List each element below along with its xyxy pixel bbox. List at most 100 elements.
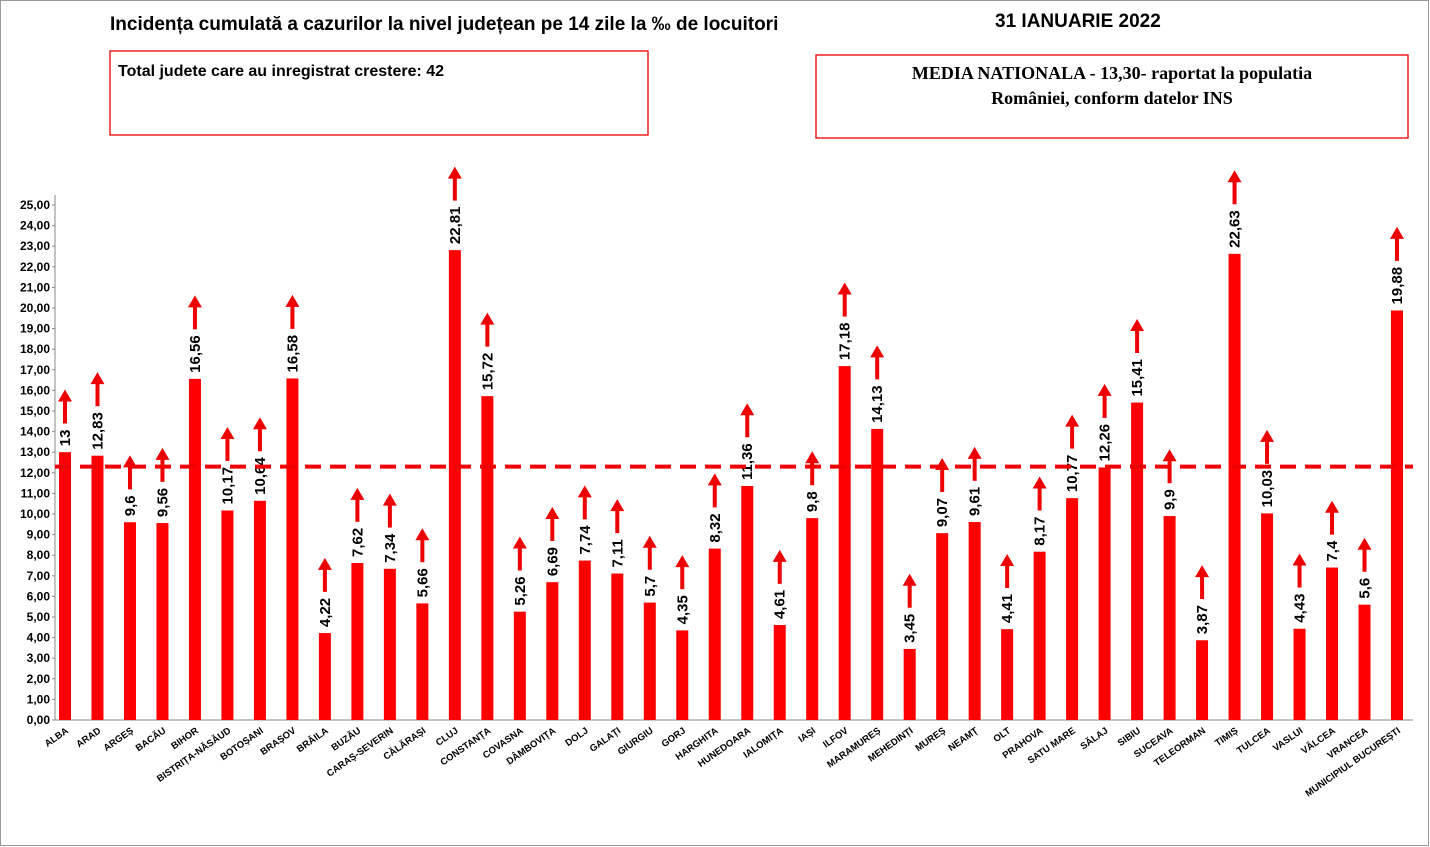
value-label: 6,69 (544, 547, 561, 576)
arrow-head (707, 473, 722, 486)
value-label: 10,17 (219, 467, 236, 505)
arrow-head (122, 455, 137, 468)
value-label: 9,8 (804, 491, 821, 512)
arrow-head (902, 573, 917, 586)
value-label: 5,7 (642, 576, 659, 597)
note-box (109, 50, 649, 136)
bar (611, 573, 624, 720)
value-label: 15,41 (1129, 359, 1146, 397)
arrow-head (317, 557, 332, 570)
bar (708, 548, 721, 720)
bar (643, 602, 656, 720)
arrow-head (187, 295, 202, 308)
arrow-head (1130, 319, 1145, 332)
value-label: 10,64 (252, 457, 269, 495)
arrow-head (545, 506, 560, 519)
arrow-head (642, 535, 657, 548)
arrow-head (870, 345, 885, 358)
value-label: 5,66 (414, 568, 431, 597)
y-tick-label: 19,00 (20, 322, 50, 336)
y-tick-label: 13,00 (20, 445, 50, 459)
note: Total judete care au inregistrat crester… (118, 63, 444, 80)
y-tick-label: 16,00 (20, 383, 50, 397)
y-tick-label: 12,00 (20, 466, 50, 480)
arrow-head (772, 549, 787, 562)
y-tick-label: 8,00 (27, 548, 51, 562)
value-label: 4,43 (1292, 594, 1309, 623)
average-note: României, conform datelor INS (991, 88, 1233, 108)
arrow-head (577, 485, 592, 498)
value-label: 15,72 (479, 353, 496, 391)
bar (188, 378, 201, 720)
bar (871, 428, 884, 720)
y-tick-label: 14,00 (20, 425, 50, 439)
y-tick-label: 7,00 (27, 569, 51, 583)
y-tick-label: 1,00 (27, 692, 51, 706)
value-label: 10,77 (1064, 455, 1081, 493)
bar (1066, 498, 1079, 720)
y-tick-label: 10,00 (20, 507, 50, 521)
value-label: 9,61 (967, 487, 984, 516)
value-label: 16,56 (187, 335, 204, 373)
bar (416, 603, 429, 720)
bar (513, 611, 526, 720)
bar (59, 452, 71, 720)
bar (578, 560, 591, 720)
arrow-head (740, 403, 755, 416)
value-label: 9,9 (1162, 489, 1179, 510)
arrow-head (382, 493, 397, 506)
value-label: 8,32 (707, 513, 724, 542)
bar (448, 250, 461, 720)
bar (1131, 402, 1144, 720)
arrow-head (90, 372, 105, 385)
bar (383, 568, 396, 720)
value-label: 7,34 (382, 533, 399, 563)
bar (1391, 310, 1403, 720)
bar (91, 455, 104, 720)
value-label: 4,41 (999, 594, 1016, 623)
y-tick-label: 11,00 (21, 486, 51, 500)
arrow-head (610, 499, 625, 512)
arrow-head (1390, 226, 1404, 239)
value-label: 4,35 (674, 595, 691, 624)
arrow-head (1325, 500, 1340, 513)
average-box (815, 54, 1409, 139)
bar (968, 522, 981, 720)
arrow-head (1032, 476, 1047, 489)
bar (253, 500, 266, 720)
value-label: 9,07 (934, 498, 951, 527)
value-label: 5,6 (1357, 578, 1374, 599)
arrow-head (675, 555, 690, 568)
arrow-head (1162, 449, 1177, 462)
chart-title: Incidența cumulată a cazurilor la nivel … (110, 14, 778, 35)
y-tick-label: 24,00 (20, 219, 50, 233)
arrow-head (1227, 170, 1242, 183)
bar (318, 633, 331, 720)
value-label: 4,61 (772, 590, 789, 619)
bar (773, 625, 786, 720)
y-tick-label: 5,00 (27, 610, 51, 624)
bar (156, 523, 169, 720)
value-label: 12,83 (89, 412, 106, 450)
value-label: 5,26 (512, 576, 529, 605)
arrow-head (155, 447, 170, 460)
y-tick-label: 2,00 (27, 672, 51, 686)
y-tick-label: 23,00 (20, 239, 50, 253)
arrow-head (805, 451, 820, 464)
bar (1228, 253, 1241, 720)
bar (676, 630, 689, 720)
value-label: 7,74 (577, 525, 594, 555)
arrow-head (350, 487, 365, 500)
bar (936, 533, 949, 720)
bar (838, 366, 851, 720)
bar (123, 522, 136, 720)
arrow-head (220, 426, 235, 439)
value-label: 17,18 (837, 323, 854, 361)
y-tick-label: 20,00 (20, 301, 50, 315)
bar (1033, 551, 1046, 720)
value-label: 11,36 (739, 443, 756, 480)
y-tick-label: 4,00 (27, 631, 51, 645)
y-tick-label: 21,00 (20, 280, 50, 294)
y-tick-label: 15,00 (20, 404, 50, 418)
